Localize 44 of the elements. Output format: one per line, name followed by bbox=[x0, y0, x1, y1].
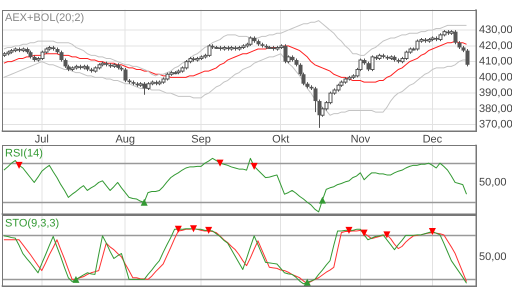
point bbox=[216, 160, 224, 167]
candlestick bbox=[404, 50, 408, 61]
x-tick-label: Jul bbox=[34, 134, 49, 146]
point bbox=[140, 198, 148, 206]
point bbox=[318, 196, 326, 204]
y-tick-label: 390,00 bbox=[479, 87, 512, 100]
x-tick-label: Okt bbox=[272, 134, 290, 146]
point bbox=[190, 225, 197, 232]
candlestick bbox=[284, 44, 288, 64]
text: 50,00 bbox=[479, 251, 507, 264]
y-tick-label: 370,00 bbox=[479, 118, 512, 131]
y-tick-label: 430,00 bbox=[479, 24, 512, 36]
candlestick bbox=[184, 60, 188, 70]
x-tick-label: Sep bbox=[191, 134, 211, 146]
point bbox=[174, 226, 182, 233]
y-tick-label: 420,00 bbox=[479, 40, 512, 52]
candlestick bbox=[142, 82, 146, 96]
point bbox=[72, 276, 80, 283]
point bbox=[205, 226, 212, 234]
candlestick bbox=[124, 67, 128, 83]
x-tick-label: Nov bbox=[350, 134, 371, 146]
chart-title: STO(9,3,3) bbox=[5, 218, 60, 230]
candlestick bbox=[248, 36, 252, 46]
chart-title: RSI(14) bbox=[5, 148, 43, 160]
point bbox=[360, 230, 368, 237]
x-tick-label: Aug bbox=[115, 134, 136, 146]
candlestick bbox=[208, 44, 212, 58]
point bbox=[383, 231, 390, 238]
point bbox=[304, 278, 311, 286]
candlestick bbox=[40, 50, 44, 61]
point bbox=[345, 226, 352, 234]
y-tick-label: 400,00 bbox=[479, 71, 512, 84]
x-tick-label: Dec bbox=[422, 134, 443, 146]
text: 50,00 bbox=[479, 176, 507, 189]
point bbox=[16, 162, 23, 169]
y-tick-label: 410,00 bbox=[479, 56, 512, 68]
candlestick bbox=[466, 48, 470, 67]
y-tick-label: 380,00 bbox=[479, 102, 512, 115]
candlestick bbox=[454, 30, 458, 45]
point bbox=[428, 228, 436, 236]
candlestick bbox=[416, 39, 420, 52]
chart-title: AEX+BOL(20;2) bbox=[5, 12, 84, 24]
point bbox=[250, 162, 258, 170]
candlestick bbox=[370, 54, 374, 72]
